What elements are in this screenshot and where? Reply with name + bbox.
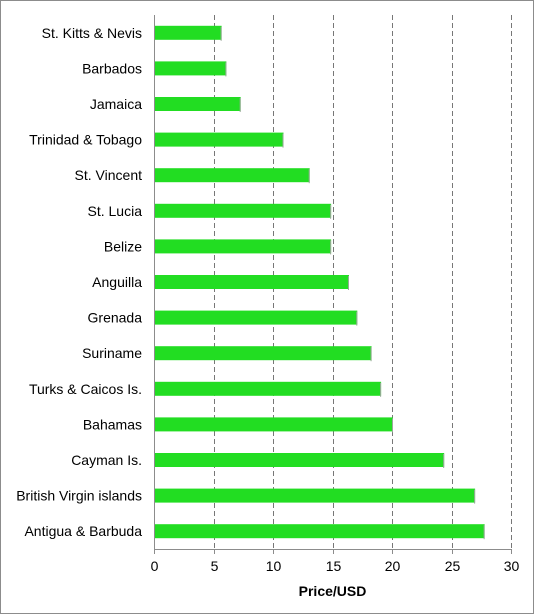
bar xyxy=(155,417,393,432)
category-labels: St. Kitts & Nevis Barbados Jamaica Trinidad… xyxy=(16,25,142,539)
bar xyxy=(155,25,222,40)
bar-shadow xyxy=(370,347,372,362)
category-label: Suriname xyxy=(82,345,142,361)
x-tick-label: 25 xyxy=(445,558,461,574)
category-label: Belize xyxy=(104,238,142,254)
bar xyxy=(155,310,358,325)
bar-shadow xyxy=(347,276,349,290)
bar xyxy=(155,132,284,147)
bar-shadow xyxy=(282,133,284,148)
bar xyxy=(155,453,445,467)
category-label: Antigua & Barbuda xyxy=(24,523,142,539)
bar xyxy=(155,61,227,76)
bar-shadow xyxy=(443,454,445,468)
bar-shadow xyxy=(225,62,227,77)
x-tick-label: 20 xyxy=(385,558,401,574)
bar-shadow xyxy=(474,489,476,504)
category-label: St. Vincent xyxy=(75,167,143,183)
category-label: Trinidad & Tobago xyxy=(29,132,142,148)
bar-shadow xyxy=(330,204,332,219)
category-label: Cayman Is. xyxy=(71,452,142,468)
bar-shadow xyxy=(330,240,332,255)
category-label: Bahamas xyxy=(83,416,142,432)
category-label: Anguilla xyxy=(92,274,142,290)
bar-shadow xyxy=(392,418,393,433)
bar xyxy=(155,346,372,361)
category-label: Grenada xyxy=(88,310,143,326)
bar xyxy=(155,275,349,289)
bars xyxy=(155,25,485,540)
x-ticks: 0 5 10 15 20 25 30 xyxy=(151,549,520,574)
bar-shadow xyxy=(239,98,241,112)
x-tick-label: 15 xyxy=(326,558,342,574)
bar xyxy=(155,239,332,254)
x-tick-label: 5 xyxy=(211,558,219,574)
category-label: Barbados xyxy=(82,60,142,76)
category-label: Turks & Caicos Is. xyxy=(29,381,142,397)
bar-shadow xyxy=(220,26,222,41)
x-tick-label: 0 xyxy=(151,558,159,574)
x-axis-title: Price/USD xyxy=(299,583,367,599)
x-tick-label: 30 xyxy=(504,558,520,574)
bar-shadow xyxy=(380,382,382,397)
category-label: Jamaica xyxy=(90,96,142,112)
bar xyxy=(155,381,382,396)
bar xyxy=(155,168,310,183)
bar xyxy=(155,524,485,539)
bar-shadow xyxy=(356,311,358,326)
category-label: British Virgin islands xyxy=(16,488,142,504)
category-label: St. Kitts & Nevis xyxy=(42,25,142,41)
bar xyxy=(155,97,241,111)
bar-shadow xyxy=(308,169,310,184)
bar xyxy=(155,203,332,218)
bar xyxy=(155,488,476,503)
bar-shadow xyxy=(483,525,485,540)
x-tick-label: 10 xyxy=(266,558,282,574)
category-label: St. Lucia xyxy=(88,203,143,219)
